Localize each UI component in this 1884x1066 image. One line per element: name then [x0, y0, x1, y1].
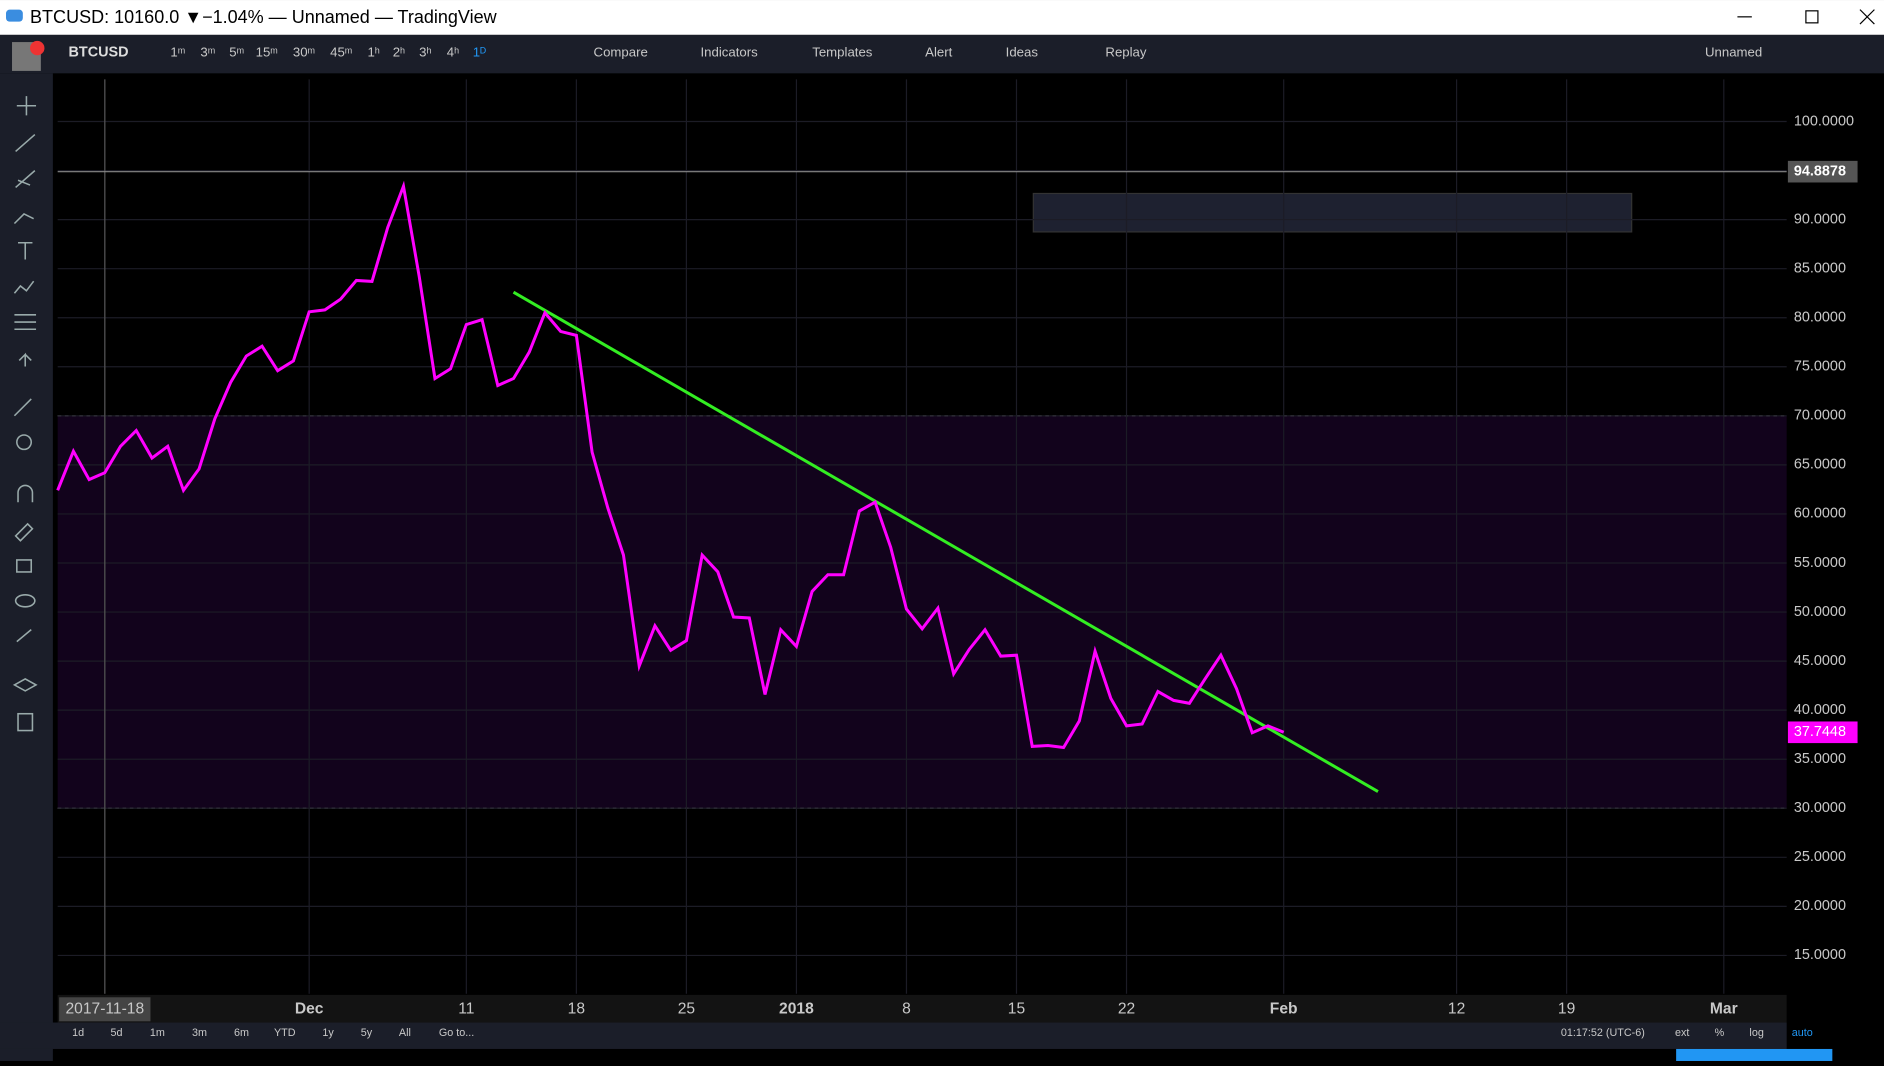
interval[interactable]: 1ᴰ: [473, 44, 486, 59]
x-tick-label: Feb: [1270, 1000, 1298, 1017]
x-tick-label: 2018: [779, 1000, 814, 1017]
title-bar: [0, 0, 1884, 35]
y-tick-label: 55.0000: [1794, 555, 1846, 571]
range-button[interactable]: All: [399, 1027, 411, 1039]
x-tick-label: Dec: [295, 1000, 324, 1017]
interval[interactable]: 1ʰ: [367, 44, 379, 59]
toolbar-button[interactable]: Indicators: [700, 44, 758, 59]
publish-button[interactable]: [1676, 1048, 1833, 1061]
toolbar-button[interactable]: Replay: [1105, 44, 1146, 59]
x-tick-label: 25: [678, 1000, 696, 1017]
range-button[interactable]: Go to...: [439, 1027, 474, 1039]
x-tick-label: 18: [568, 1000, 585, 1017]
x-tick-label: 22: [1118, 1000, 1135, 1017]
interval[interactable]: 3ᵐ: [200, 44, 215, 59]
left-toolbar: [0, 73, 53, 1061]
scale-option[interactable]: %: [1715, 1027, 1725, 1039]
window-title: BTCUSD: 10160.0 ▼−1.04% — Unnamed — Trad…: [30, 7, 498, 27]
y-tick-label: 60.0000: [1794, 506, 1846, 522]
crosshair-x-label-bg: [59, 997, 151, 1022]
interval[interactable]: 4ʰ: [447, 44, 459, 59]
y-tick-label: 50.0000: [1794, 604, 1846, 620]
y-tick-label: 30.0000: [1794, 800, 1846, 816]
range-button[interactable]: 3m: [192, 1027, 207, 1039]
y-tick-label: 25.0000: [1794, 849, 1846, 865]
notification-badge: [30, 40, 45, 56]
interval[interactable]: 1ᵐ: [170, 44, 185, 59]
top-toolbar: [0, 34, 1884, 74]
left-tool-icons: [12, 96, 38, 732]
scale-option[interactable]: auto: [1792, 1027, 1813, 1039]
drawing-toolbar[interactable]: [1032, 192, 1633, 233]
bottom-bar: [0, 1022, 1787, 1049]
y-tick-label: 45.0000: [1794, 653, 1846, 669]
toolbar-button[interactable]: Templates: [812, 44, 873, 59]
y-tick-label: 65.0000: [1794, 457, 1846, 473]
crosshair-price-bg: [1787, 160, 1858, 183]
toolbar-button[interactable]: Compare: [594, 44, 648, 59]
range-button[interactable]: 5d: [111, 1027, 123, 1039]
last-price: 37.7448: [1794, 724, 1846, 740]
y-tick-label: 40.0000: [1794, 702, 1846, 718]
clock: 01:17:52 (UTC-6): [1561, 1027, 1645, 1039]
y-tick-label: 90.0000: [1794, 211, 1846, 227]
interval[interactable]: 5ᵐ: [229, 44, 244, 59]
range-button[interactable]: 1m: [150, 1027, 165, 1039]
interval[interactable]: 45ᵐ: [330, 44, 352, 59]
interval[interactable]: 3ʰ: [419, 44, 431, 59]
y-tick-label: 85.0000: [1794, 260, 1846, 276]
range-button[interactable]: 5y: [361, 1027, 373, 1039]
x-tick-label: 19: [1558, 1000, 1575, 1017]
crosshair-price: 94.8878: [1794, 163, 1846, 179]
y-tick-label: 75.0000: [1794, 359, 1846, 375]
window-controls: [1737, 9, 1875, 25]
interval[interactable]: 2ʰ: [393, 44, 405, 59]
scale-option[interactable]: log: [1749, 1027, 1763, 1039]
x-tick-label: 15: [1008, 1000, 1026, 1017]
range-button[interactable]: 1y: [322, 1027, 334, 1039]
scale-option[interactable]: ext: [1675, 1027, 1689, 1039]
interval[interactable]: 30ᵐ: [293, 44, 315, 59]
interval[interactable]: 15ᵐ: [256, 44, 278, 59]
x-tick-label: 12: [1448, 1000, 1465, 1017]
y-tick-label: 80.0000: [1794, 310, 1846, 326]
y-tick-label: 100.0000: [1794, 113, 1854, 129]
toolbar-button[interactable]: Ideas: [1006, 44, 1039, 59]
x-tick-label: 2017-11-18: [65, 1000, 144, 1017]
range-button[interactable]: 6m: [234, 1027, 249, 1039]
price-line: [56, 180, 1285, 750]
x-axis-bg: [57, 994, 1787, 1023]
y-tick-label: 70.0000: [1794, 408, 1846, 424]
x-tick-label: Mar: [1710, 1000, 1738, 1017]
range-button[interactable]: 1d: [72, 1027, 84, 1039]
y-tick-label: 15.0000: [1794, 947, 1846, 963]
toolbar-button[interactable]: Alert: [925, 44, 952, 59]
app-icon: [6, 9, 23, 22]
trendline[interactable]: [512, 290, 1379, 793]
symbol[interactable]: BTCUSD: [68, 45, 128, 61]
range-button[interactable]: YTD: [274, 1027, 296, 1039]
x-tick-label: 11: [458, 1000, 474, 1017]
x-tick-label: 8: [902, 1000, 911, 1017]
y-tick-label: 20.0000: [1794, 898, 1846, 914]
y-tick-label: 35.0000: [1794, 751, 1846, 767]
last-price-bg: [1787, 721, 1858, 744]
layout-name[interactable]: Unnamed: [1705, 44, 1762, 59]
